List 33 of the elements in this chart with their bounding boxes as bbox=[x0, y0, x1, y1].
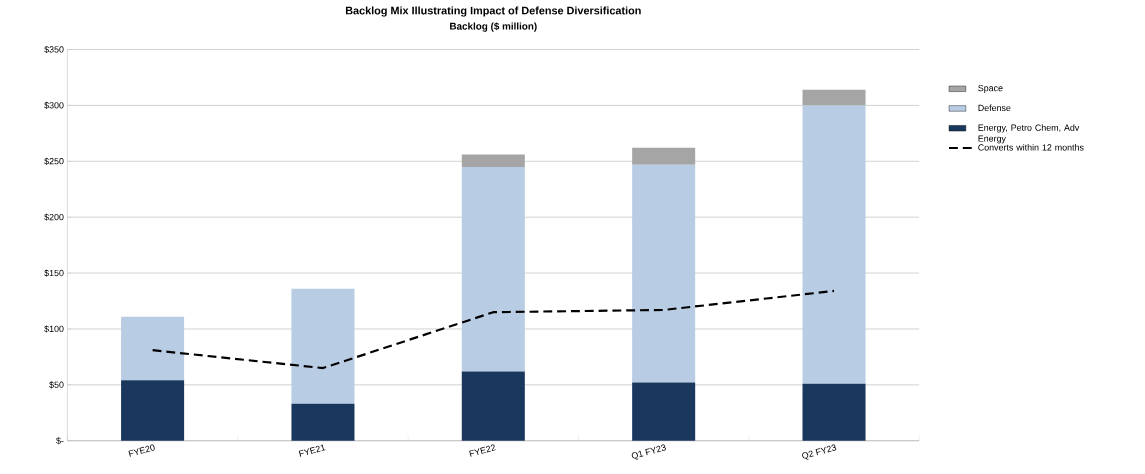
y-tick-label: $100 bbox=[44, 325, 64, 333]
bar bbox=[121, 380, 185, 441]
x-tick-label: Q1 FY23 bbox=[631, 444, 666, 460]
bar bbox=[291, 288, 355, 404]
bar bbox=[632, 147, 696, 165]
y-tick-label: $350 bbox=[44, 45, 64, 53]
bar bbox=[291, 403, 355, 441]
x-tick-label: FYE21 bbox=[298, 444, 326, 457]
y-tick-label: $150 bbox=[44, 269, 64, 277]
bar bbox=[461, 154, 525, 167]
bar bbox=[802, 105, 866, 384]
bar bbox=[632, 382, 696, 441]
chart-title: Backlog Mix Illustrating Impact of Defense Diversification bbox=[345, 6, 641, 17]
legend-label: Energy, Petro Chem, Adv Energy bbox=[978, 124, 1080, 144]
bar bbox=[802, 89, 866, 106]
y-tick-label: $200 bbox=[44, 213, 64, 221]
chart-subtitle: Backlog ($ million) bbox=[450, 22, 537, 32]
legend-label: Defense bbox=[978, 104, 1011, 111]
line-series bbox=[151, 289, 836, 369]
bar bbox=[802, 383, 866, 441]
x-tick-label: FYE20 bbox=[128, 444, 155, 457]
y-tick-label: $300 bbox=[44, 101, 64, 109]
y-tick-label: $250 bbox=[44, 157, 64, 165]
bar bbox=[461, 371, 525, 441]
y-tick-label: $- bbox=[56, 436, 64, 445]
x-tick-label: Q2 FY23 bbox=[802, 444, 837, 460]
bar bbox=[461, 166, 525, 372]
bar bbox=[121, 316, 185, 381]
legend-label: Converts within 12 months bbox=[978, 143, 1084, 151]
x-tick-label: FYE22 bbox=[469, 444, 496, 457]
y-tick-label: $50 bbox=[49, 381, 64, 389]
legend-label: Space bbox=[978, 84, 1003, 93]
bar bbox=[632, 164, 696, 383]
